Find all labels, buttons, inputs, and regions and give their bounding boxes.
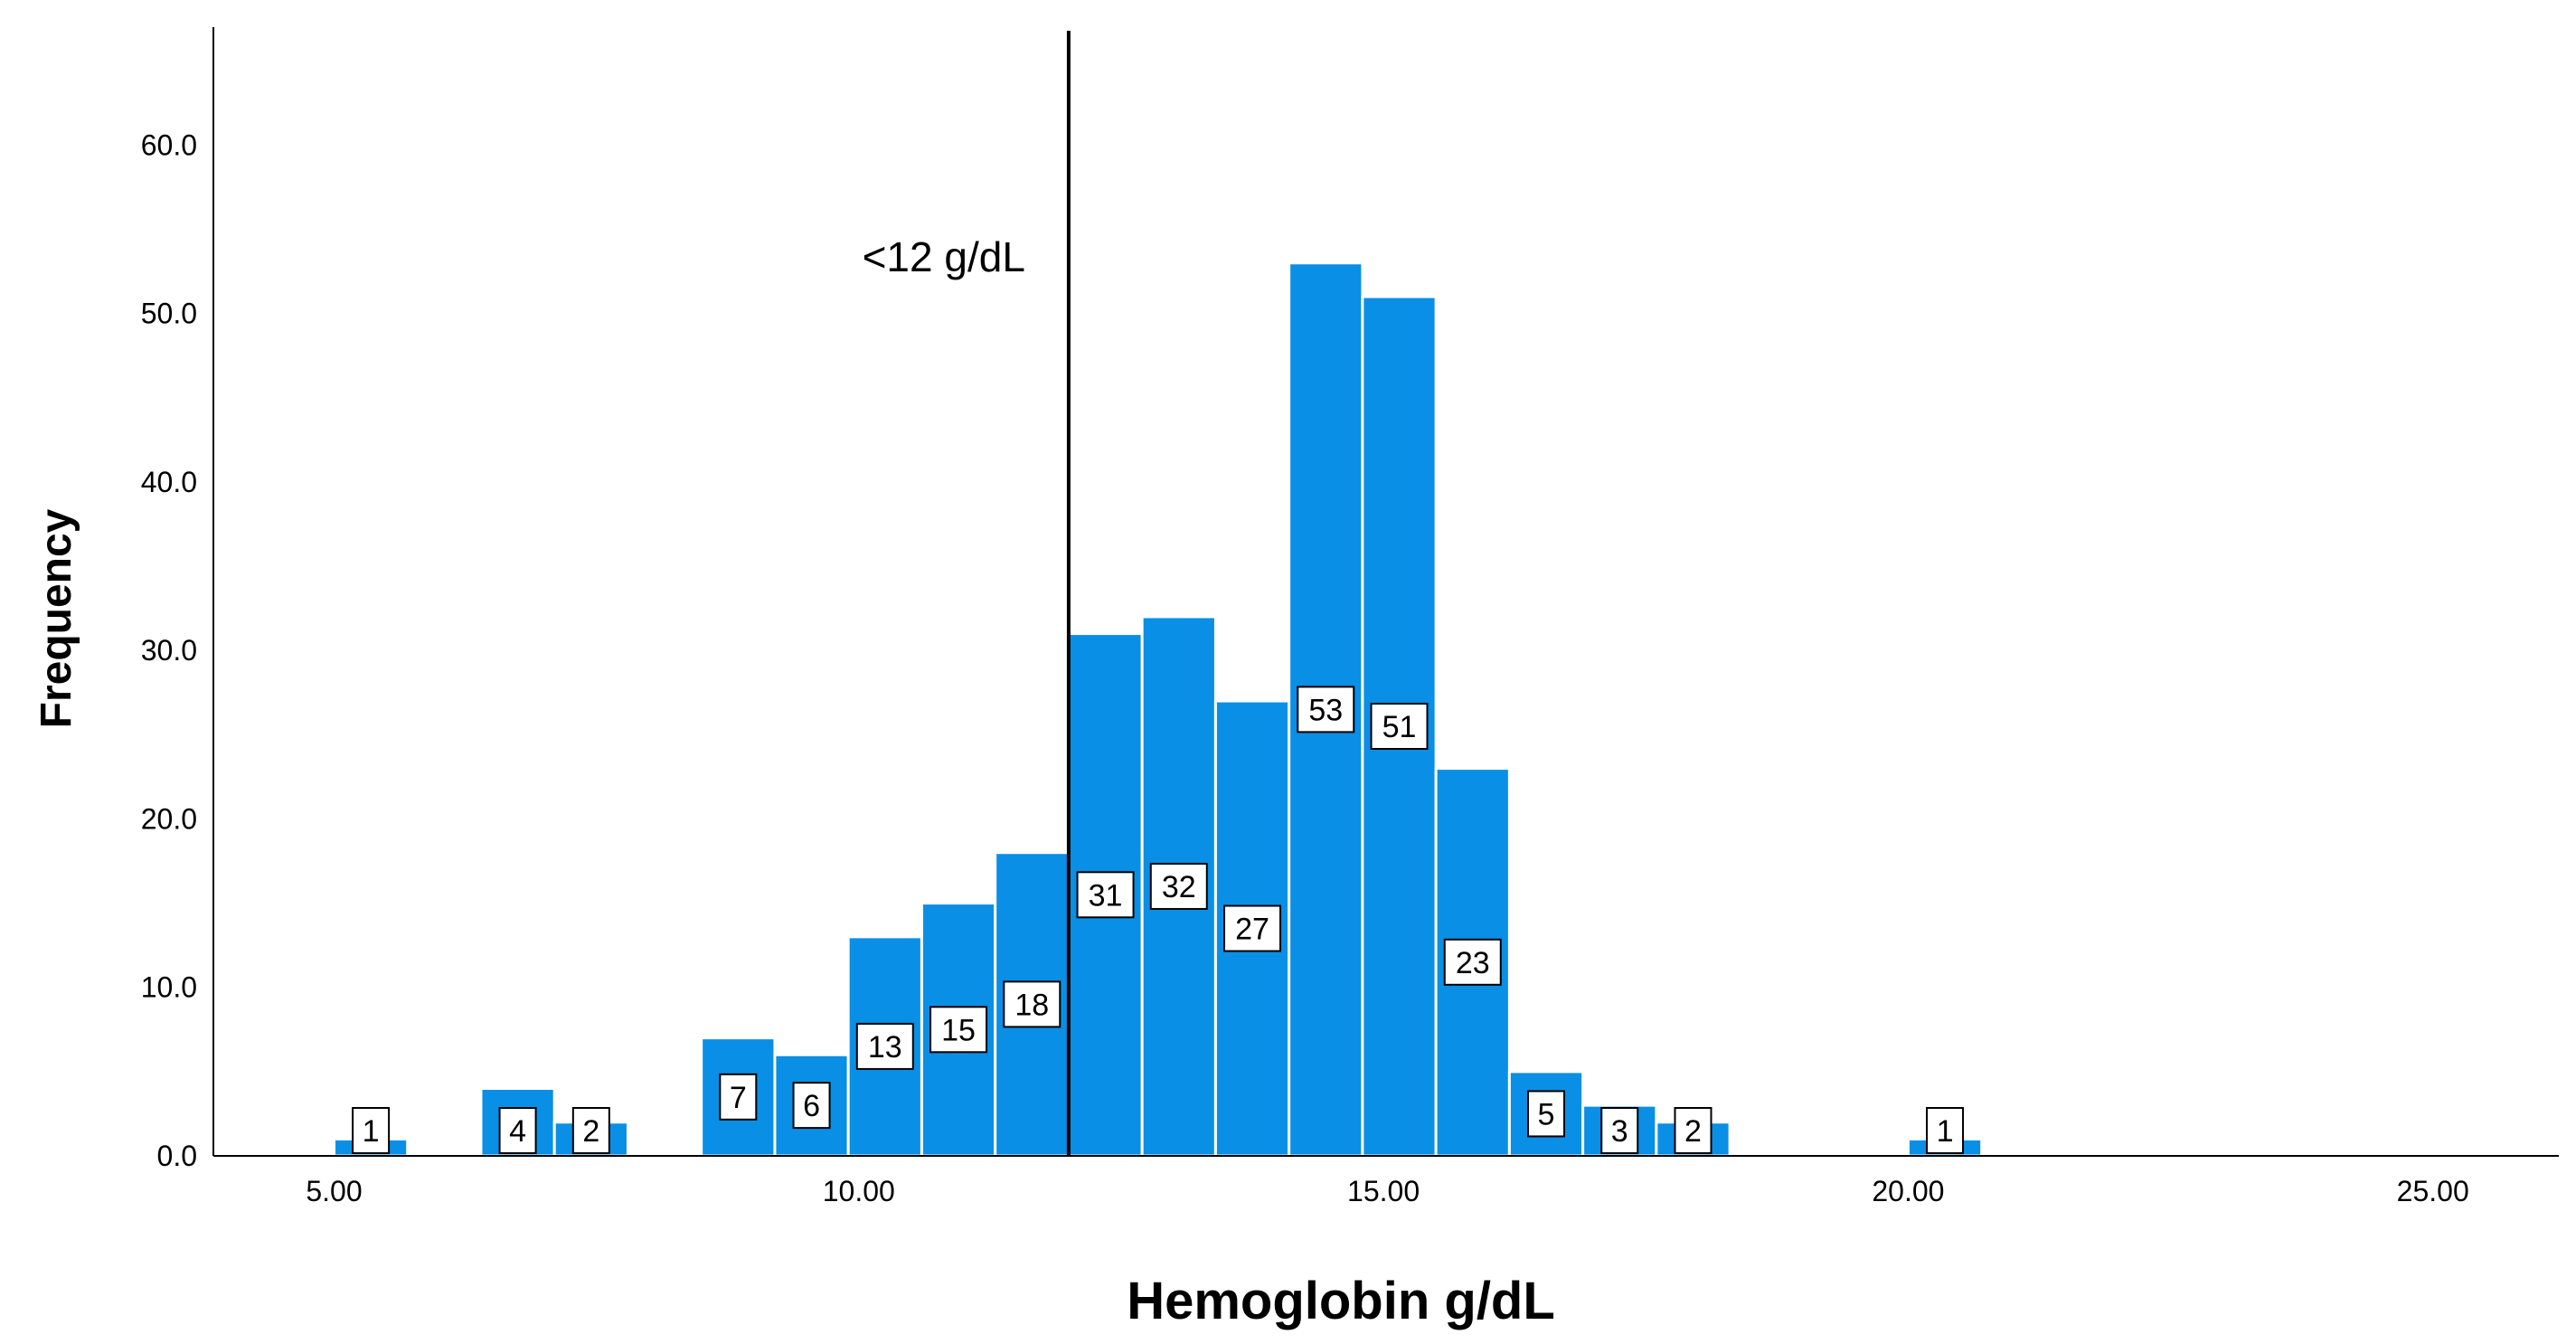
bar-label-box bbox=[792, 1082, 831, 1130]
bar-label-box bbox=[498, 1107, 537, 1154]
y-tick-label: 30.0 bbox=[141, 634, 197, 667]
bar-label-box bbox=[1674, 1107, 1713, 1154]
bar-label-box bbox=[1149, 862, 1208, 910]
bar-label-box bbox=[571, 1107, 610, 1154]
bar-value-label: 18 bbox=[1014, 988, 1049, 1022]
axes-layer bbox=[212, 27, 2559, 1157]
reference-layer: <12 g/dL bbox=[863, 31, 1071, 1156]
y-tick-label: 20.0 bbox=[141, 802, 197, 835]
bar-value-label: 5 bbox=[1538, 1097, 1555, 1131]
x-axis-title: Hemoglobin g/dL bbox=[1127, 1272, 1555, 1330]
y-tick-label: 40.0 bbox=[141, 466, 197, 498]
bar-label-box bbox=[1526, 1090, 1565, 1138]
bar-value-label: 13 bbox=[868, 1030, 902, 1065]
x-tick-label: 25.00 bbox=[2397, 1175, 2469, 1207]
bar-value-label: 6 bbox=[803, 1089, 820, 1123]
bar-value-label: 1 bbox=[1937, 1114, 1954, 1149]
bar-value-label: 53 bbox=[1308, 693, 1343, 727]
x-tick-label: 5.00 bbox=[306, 1175, 362, 1207]
bar-label-box bbox=[1223, 904, 1282, 952]
reference-line-label: <12 g/dL bbox=[863, 233, 1025, 280]
bar-label-box bbox=[1926, 1107, 1965, 1154]
x-tick-label: 10.00 bbox=[823, 1175, 895, 1207]
y-axis-title: Frequency bbox=[33, 508, 80, 728]
y-tick-label: 10.0 bbox=[141, 971, 197, 1004]
bar-value-label: 4 bbox=[509, 1114, 526, 1149]
bar-label-box bbox=[855, 1022, 914, 1070]
bar-value-label: 7 bbox=[730, 1081, 747, 1115]
bar-value-label: 2 bbox=[582, 1114, 599, 1149]
bar-label-box bbox=[1003, 980, 1062, 1028]
bar-value-label: 23 bbox=[1456, 946, 1490, 980]
bar-value-label: 27 bbox=[1235, 913, 1269, 947]
bar-label-box bbox=[1443, 938, 1502, 986]
bar-label-box bbox=[1370, 703, 1429, 751]
bar-label-box bbox=[352, 1107, 391, 1154]
x-tick-label: 15.00 bbox=[1347, 1175, 1420, 1207]
y-tick-label: 60.0 bbox=[141, 128, 197, 161]
bar-value-label: 2 bbox=[1684, 1114, 1702, 1149]
x-tick-label: 20.00 bbox=[1872, 1175, 1944, 1207]
bar-label-box bbox=[929, 1006, 988, 1054]
bar-label-box bbox=[1600, 1107, 1639, 1154]
x-tick-labels: 5.00 10.00 15.00 20.00 25.00 bbox=[306, 1175, 2468, 1207]
y-tick-label: 0.0 bbox=[157, 1140, 197, 1172]
y-tick-labels: 0.0 10.0 20.0 30.0 40.0 50.0 60.0 bbox=[141, 128, 197, 1172]
bars-layer bbox=[332, 261, 1984, 1158]
bar-value-label: 32 bbox=[1162, 870, 1196, 904]
y-tick-label: 50.0 bbox=[141, 298, 197, 330]
bar-label-box bbox=[719, 1073, 758, 1121]
bar-value-label: 51 bbox=[1382, 710, 1417, 744]
bar-value-label: 3 bbox=[1611, 1114, 1628, 1149]
bar-label-box bbox=[1076, 871, 1135, 919]
bar-value-label: 1 bbox=[363, 1114, 380, 1149]
bar-label-box bbox=[1297, 686, 1355, 734]
bar-value-label: 15 bbox=[941, 1013, 976, 1047]
bar-value-label: 31 bbox=[1089, 878, 1123, 913]
